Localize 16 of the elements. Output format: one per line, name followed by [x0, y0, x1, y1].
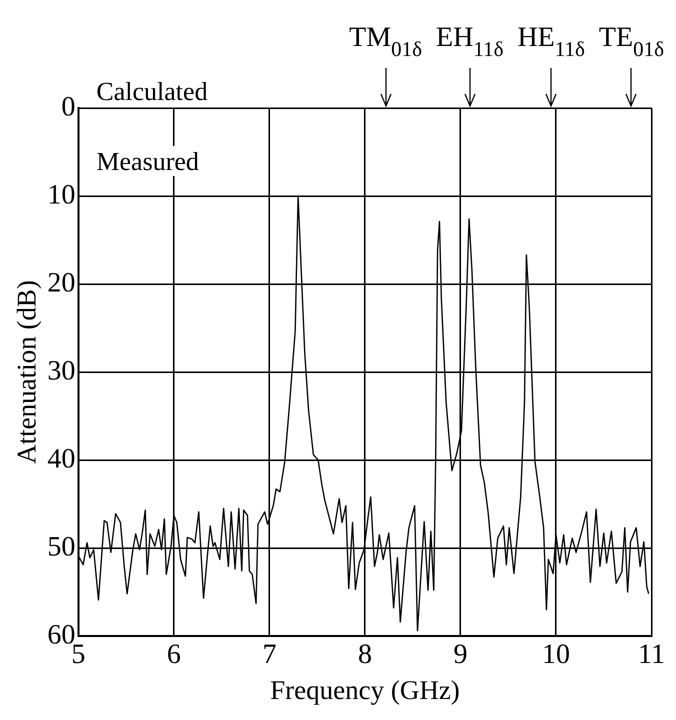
x-tick-label: 10: [542, 639, 570, 670]
text: Calculated: [96, 77, 208, 106]
x-tick-label: 11: [638, 639, 666, 670]
x-tick-label: 9: [453, 639, 468, 670]
y-tick-label: 50: [47, 531, 76, 562]
y-axis-title: Attenuation (dB): [11, 280, 42, 464]
y-tick-label: 10: [47, 179, 76, 210]
y-tick-label: 20: [47, 267, 76, 298]
y-tick-label: 40: [47, 443, 76, 474]
x-tick-label: 6: [166, 639, 181, 670]
annotation: Measured: [96, 147, 199, 176]
x-tick-label: 8: [358, 639, 372, 670]
x-axis-title: Frequency (GHz): [270, 674, 460, 705]
y-tick-label: 30: [47, 355, 76, 386]
x-tick-label: 7: [262, 639, 276, 670]
y-tick-label: 0: [61, 91, 76, 122]
